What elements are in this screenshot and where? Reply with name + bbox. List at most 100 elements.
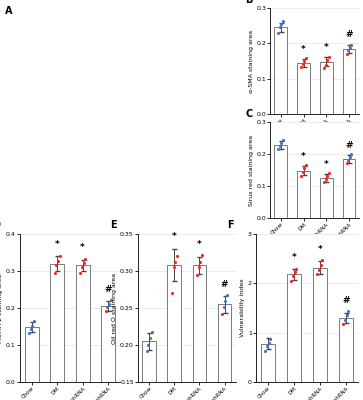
Point <box>57 253 62 259</box>
Point <box>29 322 35 329</box>
Bar <box>320 178 333 218</box>
Bar <box>274 28 287 114</box>
Y-axis label: Oil red O staining area: Oil red O staining area <box>112 272 117 344</box>
Point <box>303 162 309 168</box>
Point <box>105 304 110 310</box>
Point <box>108 297 114 303</box>
Bar <box>142 341 156 382</box>
Text: *: * <box>172 232 177 241</box>
Point <box>340 320 346 327</box>
Point <box>344 312 350 318</box>
Point <box>300 61 306 67</box>
Point <box>55 258 61 264</box>
Y-axis label: Vulnerability index: Vulnerability index <box>240 279 245 337</box>
Point <box>342 317 348 323</box>
Point <box>264 343 270 350</box>
Point <box>174 253 180 259</box>
Point <box>262 348 268 355</box>
Point <box>326 54 331 61</box>
Point <box>344 160 350 166</box>
Text: *: * <box>301 44 306 54</box>
Point <box>276 30 281 36</box>
Text: #: # <box>221 280 228 289</box>
Bar <box>193 265 207 382</box>
Point <box>319 256 325 263</box>
Bar <box>320 62 333 114</box>
Point <box>301 165 307 172</box>
Point <box>324 173 330 180</box>
Point <box>106 300 112 307</box>
Point <box>324 57 330 64</box>
Point <box>347 44 353 51</box>
Point <box>346 308 351 315</box>
Bar <box>218 304 232 382</box>
Y-axis label: Sirus red staining area: Sirus red staining area <box>249 134 254 206</box>
Text: *: * <box>324 43 329 52</box>
Point <box>169 290 175 296</box>
Point <box>221 303 227 310</box>
Point <box>346 47 351 54</box>
Text: C: C <box>245 109 253 119</box>
Point <box>277 143 283 149</box>
Point <box>318 261 323 268</box>
Point <box>314 271 320 278</box>
Point <box>266 339 272 346</box>
Point <box>280 18 286 25</box>
Point <box>344 51 350 57</box>
Bar <box>343 159 355 218</box>
Bar <box>313 268 327 382</box>
Point <box>326 170 331 176</box>
Text: *: * <box>317 245 322 254</box>
Point <box>321 65 327 71</box>
Point <box>278 21 284 27</box>
Text: #: # <box>345 141 353 150</box>
Point <box>276 146 281 152</box>
Point <box>301 58 307 64</box>
Point <box>321 179 327 185</box>
Point <box>53 262 59 269</box>
Point <box>31 318 37 324</box>
Point <box>171 264 176 270</box>
Point <box>268 335 273 342</box>
Bar <box>167 265 181 382</box>
Point <box>316 266 322 273</box>
Bar <box>101 306 115 382</box>
Point <box>172 259 178 265</box>
Point <box>293 265 299 272</box>
Text: *: * <box>324 160 329 169</box>
Point <box>103 308 109 314</box>
Bar <box>274 145 287 218</box>
Point <box>144 348 150 354</box>
Bar <box>343 49 355 114</box>
Point <box>224 292 230 298</box>
Point <box>26 330 32 336</box>
Text: *: * <box>197 240 202 249</box>
Point <box>346 157 351 164</box>
Point <box>300 168 306 175</box>
Point <box>280 136 286 143</box>
Bar <box>286 274 301 382</box>
Point <box>288 278 294 284</box>
Text: *: * <box>55 240 60 249</box>
Text: E: E <box>110 220 117 230</box>
Point <box>278 140 284 146</box>
Point <box>348 151 354 157</box>
Bar <box>24 327 38 382</box>
Point <box>196 264 201 270</box>
Y-axis label: MOMA-2 staining area: MOMA-2 staining area <box>0 273 3 343</box>
Point <box>28 326 34 333</box>
Bar <box>76 266 90 382</box>
Point <box>347 154 353 160</box>
Point <box>199 252 205 258</box>
Point <box>298 64 304 70</box>
Text: #: # <box>342 296 350 305</box>
Point <box>219 311 225 317</box>
Point <box>146 342 151 348</box>
Text: F: F <box>228 220 234 230</box>
Point <box>79 264 85 270</box>
Text: *: * <box>301 152 306 161</box>
Text: A: A <box>5 6 13 16</box>
Point <box>149 328 155 335</box>
Point <box>290 273 296 279</box>
Text: *: * <box>291 253 296 262</box>
